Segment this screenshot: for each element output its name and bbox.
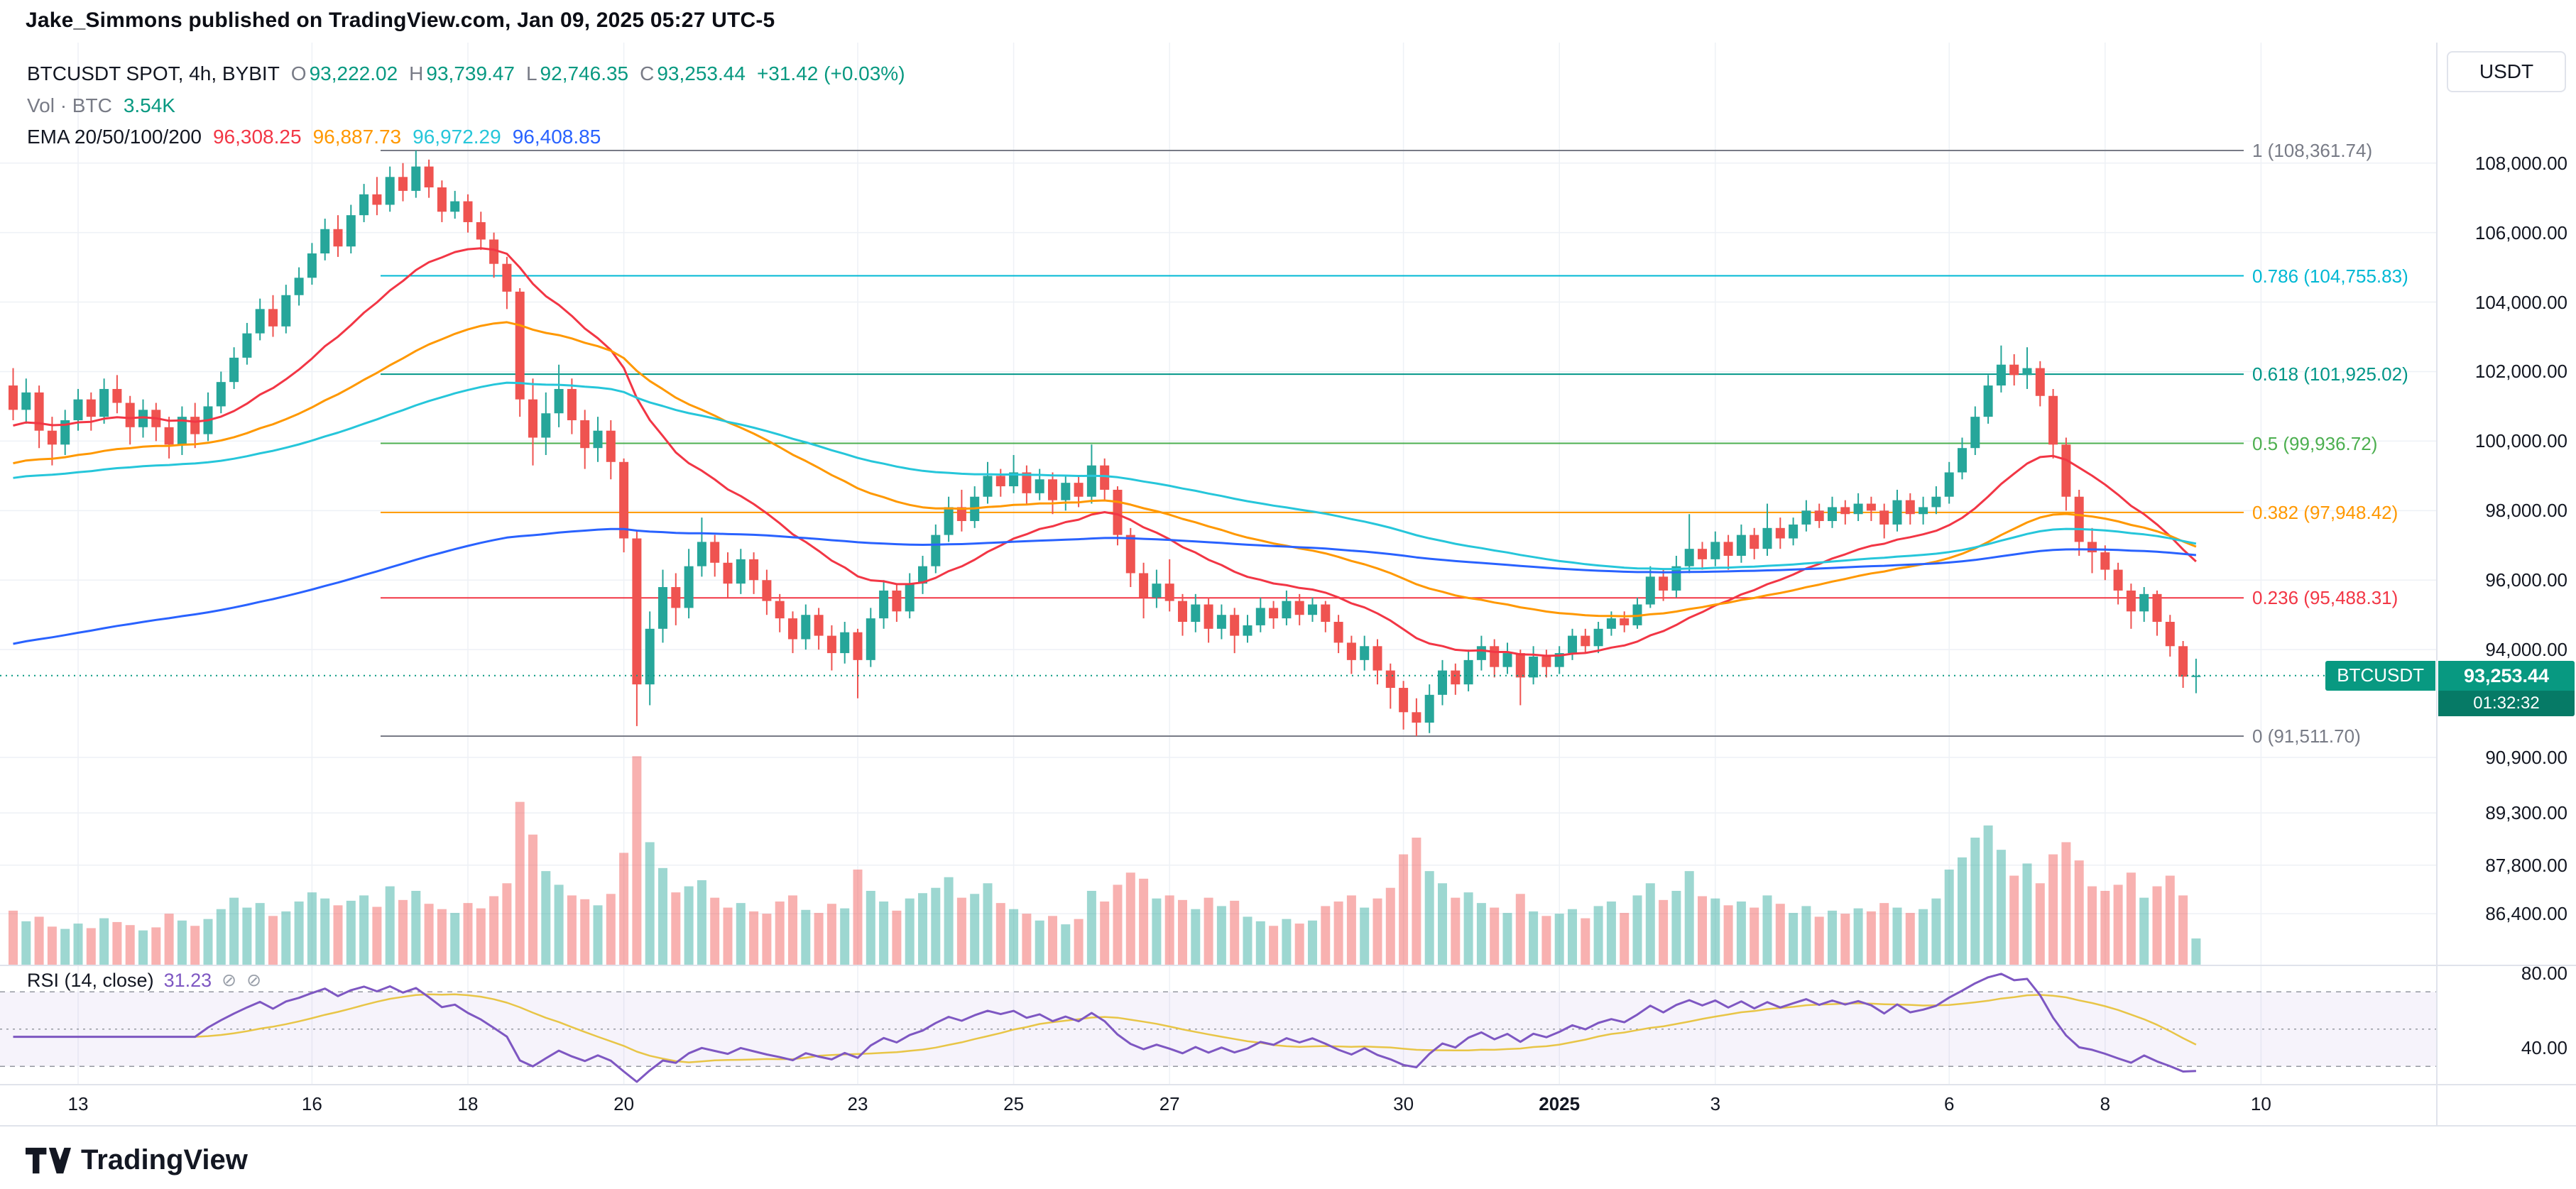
ohlc-high: H 93,739.47 xyxy=(409,62,515,84)
last-price-value: 93,253.44 xyxy=(2438,660,2575,691)
price-axis[interactable] xyxy=(2437,43,2576,1085)
volume-legend[interactable]: Vol · BTC 3.54K xyxy=(27,94,175,117)
rsi-label: RSI (14, close) xyxy=(27,970,154,991)
attribution-header: Jake_Simmons published on TradingView.co… xyxy=(26,9,775,32)
time-axis[interactable] xyxy=(0,1085,2437,1126)
rsi-value: 31.23 xyxy=(163,970,212,991)
rsi-legend[interactable]: RSI (14, close) 31.23 ⊘ ⊘ xyxy=(27,970,261,992)
rsi-marker-icon: ⊘ xyxy=(246,970,262,990)
symbol-legend[interactable]: BTCUSDT SPOT, 4h, BYBIT O 93,222.02 H 93,7… xyxy=(27,62,905,85)
last-price-badge[interactable]: 93,253.44 01:32:32 xyxy=(2438,660,2575,716)
candle-countdown: 01:32:32 xyxy=(2438,690,2575,716)
price-change: +31.42 (+0.03%) xyxy=(756,62,905,84)
tradingview-logo-icon xyxy=(26,1147,71,1173)
volume-label: Vol · BTC xyxy=(27,94,112,116)
volume-value: 3.54K xyxy=(123,94,175,116)
symbol-title: BTCUSDT SPOT, 4h, BYBIT xyxy=(27,62,280,84)
tradingview-logo-text: TradingView xyxy=(81,1144,248,1176)
ohlc-low: L 92,746.35 xyxy=(525,62,629,84)
price-scale-currency-button[interactable]: USDT xyxy=(2447,51,2566,92)
ema-value-100: 96,972.29 xyxy=(413,126,501,148)
ema-legend[interactable]: EMA 20/50/100/200 96,308.25 96,887.73 96… xyxy=(27,126,601,148)
ohlc-close: C 93,253.44 xyxy=(640,62,746,84)
rsi-marker-icon: ⊘ xyxy=(222,970,237,990)
last-price-symbol-tag: BTCUSDT xyxy=(2325,660,2435,691)
ema-label: EMA 20/50/100/200 xyxy=(27,126,202,148)
ema-value-20: 96,308.25 xyxy=(212,126,302,148)
ema-value-50: 96,887.73 xyxy=(312,126,402,148)
tradingview-logo[interactable]: TradingView xyxy=(26,1144,248,1176)
ohlc-open: O 93,222.02 xyxy=(290,62,398,84)
ema-value-200: 96,408.85 xyxy=(512,126,601,148)
